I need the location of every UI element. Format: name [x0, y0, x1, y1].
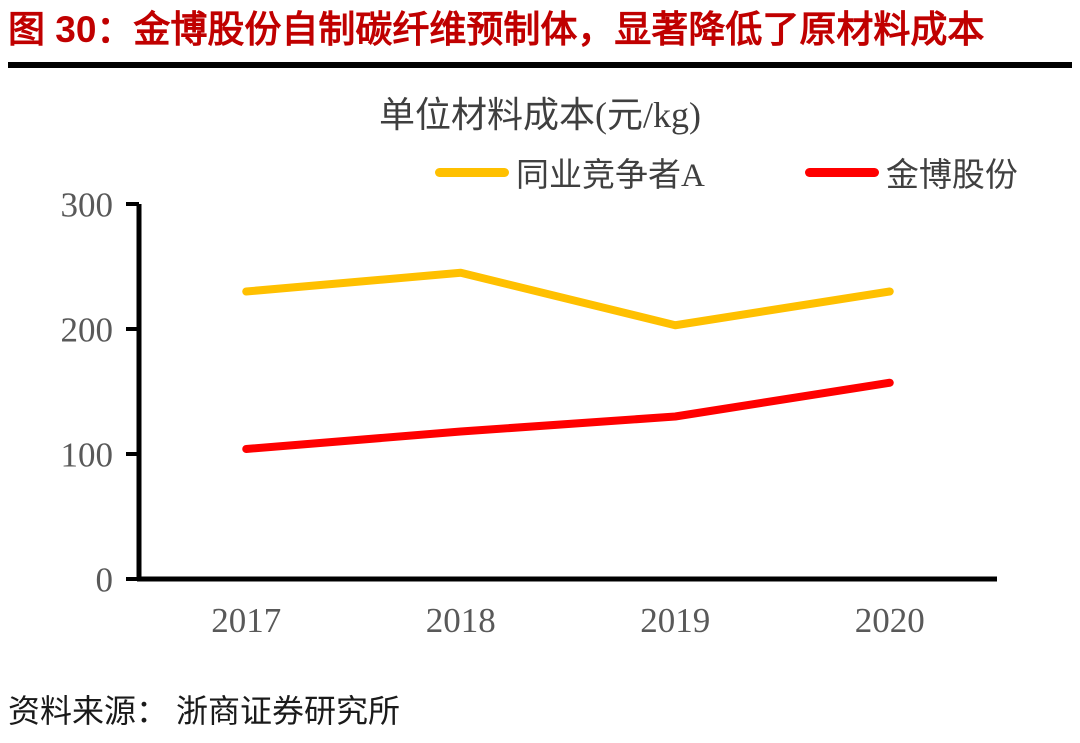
- x-tick-label: 2017: [211, 601, 281, 640]
- y-tick-label: 0: [96, 561, 114, 600]
- source-note: 资料来源： 浙商证券研究所: [8, 693, 401, 729]
- legend-label-competitor: 同业竞争者A: [516, 158, 705, 194]
- legend-label-jinbo: 金博股份: [885, 158, 1018, 194]
- figure-caption: 图 30：金博股份自制碳纤维预制体，显著降低了原材料成本: [8, 9, 985, 50]
- legend-item-jinbo: 金博股份: [804, 148, 1018, 196]
- x-tick-label: 2020: [855, 601, 925, 640]
- caption-divider-rule: [8, 62, 1072, 68]
- chart-title: 单位材料成本(元/kg): [379, 95, 701, 135]
- legend-swatch-jinbo-icon: [804, 167, 879, 177]
- y-tick-label: 200: [61, 311, 114, 350]
- chart-legend: 同业竞争者A 金博股份: [435, 152, 1018, 194]
- legend-item-competitor: 同业竞争者A: [435, 148, 705, 196]
- legend-swatch-competitor-icon: [435, 167, 509, 177]
- y-tick-label: 100: [61, 436, 114, 475]
- x-tick-label: 2018: [426, 601, 496, 640]
- y-tick-label: 300: [61, 186, 114, 225]
- x-tick-label: 2019: [640, 601, 710, 640]
- series-line-同业竞争者A: [242, 268, 894, 330]
- series-line-金博股份: [242, 378, 894, 453]
